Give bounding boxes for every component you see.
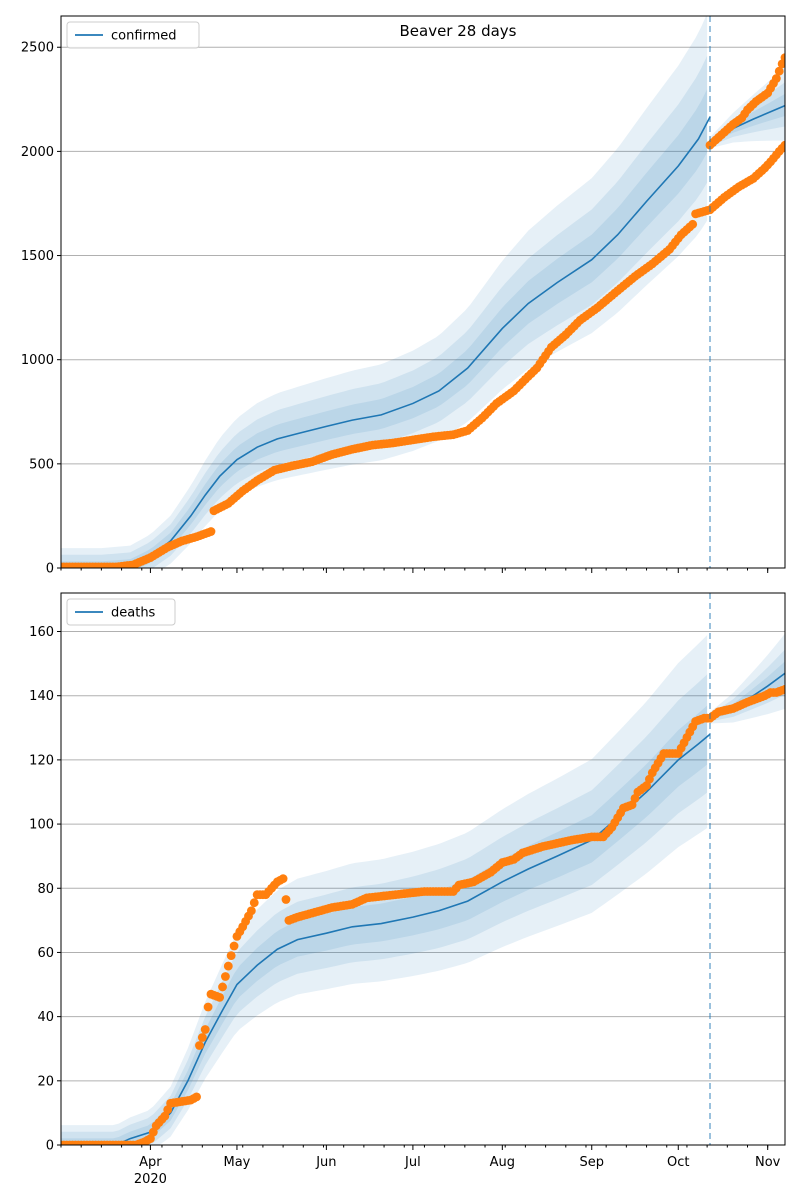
observed-point (780, 53, 785, 63)
x-tick-label: Sep (579, 1155, 604, 1170)
x-tick-label: Apr (139, 1155, 162, 1170)
x-tick-label: Oct (667, 1155, 689, 1170)
model-line-confirmed (61, 116, 711, 568)
uncertainty-band (61, 16, 708, 568)
observed-point (780, 140, 785, 150)
observed-point (278, 874, 288, 884)
uncertainty-band (710, 633, 785, 724)
y-tick-label: 1500 (21, 249, 54, 264)
chart-title: Beaver 28 days (399, 22, 516, 40)
legend-box (66, 21, 200, 49)
legend-label: confirmed (111, 29, 177, 44)
plot-area (61, 16, 785, 568)
y-tick-label: 1000 (21, 353, 54, 368)
observed-point (223, 961, 233, 971)
y-tick-label: 80 (37, 882, 54, 897)
observed-point (774, 66, 784, 76)
uncertainty-band (710, 649, 785, 722)
observed-point (203, 1002, 213, 1012)
y-tick-label: 2000 (21, 145, 54, 160)
observed-point (249, 898, 259, 908)
x-tick-label: Jul (404, 1155, 421, 1170)
y-tick-label: 40 (37, 1010, 54, 1025)
observed-point (192, 1092, 201, 1102)
uncertainty-band (61, 705, 708, 1145)
observed-point (688, 219, 698, 229)
x-tick-label: May (224, 1155, 251, 1170)
x-tick-label: Jun (315, 1155, 336, 1170)
x-tick-label: Aug (490, 1155, 515, 1170)
observed-point (246, 906, 256, 916)
axes-frame (60, 592, 786, 1146)
uncertainty-band (61, 55, 708, 568)
y-tick-label: 100 (29, 818, 54, 833)
observed-point (195, 1041, 204, 1050)
legend-label: deaths (111, 606, 156, 621)
observed-point (206, 527, 216, 536)
y-tick-label: 60 (37, 946, 54, 961)
legend: deaths (66, 598, 176, 626)
observed-point (777, 59, 785, 69)
legend: confirmed (66, 21, 200, 49)
observed-point (281, 895, 291, 904)
y-tick-label: 0 (46, 562, 54, 577)
axes-frame (60, 15, 786, 569)
x-year-label: 2020 (134, 1172, 167, 1187)
observed-point (215, 992, 225, 1002)
observed-point (221, 972, 230, 981)
uncertainty-band (61, 635, 708, 1145)
observed-point (200, 1025, 210, 1034)
observed-point (218, 982, 227, 992)
plot-area (61, 633, 785, 1145)
x-tick-label: Nov (755, 1155, 781, 1170)
observed-point (771, 74, 781, 83)
y-tick-label: 20 (37, 1074, 54, 1089)
y-tick-label: 120 (29, 753, 54, 768)
y-tick-label: 0 (46, 1139, 54, 1154)
observed-point (197, 1033, 207, 1042)
observed-point (226, 951, 236, 961)
y-tick-label: 160 (29, 625, 54, 640)
observed-point (780, 684, 785, 694)
y-tick-label: 500 (29, 457, 54, 472)
y-tick-label: 140 (29, 689, 54, 704)
y-tick-label: 2500 (21, 41, 54, 56)
uncertainty-band (61, 674, 708, 1145)
chart-panel-1: 0 500 1000 1500 2000 2500 Beaver 28 days confir… (21, 15, 786, 577)
chart-panel-2: 0 20 40 60 80 100 120 140 160 Apr May Jun Jul Aug Sep O… (29, 592, 786, 1187)
observed-point (229, 941, 239, 951)
legend-box (66, 598, 176, 626)
